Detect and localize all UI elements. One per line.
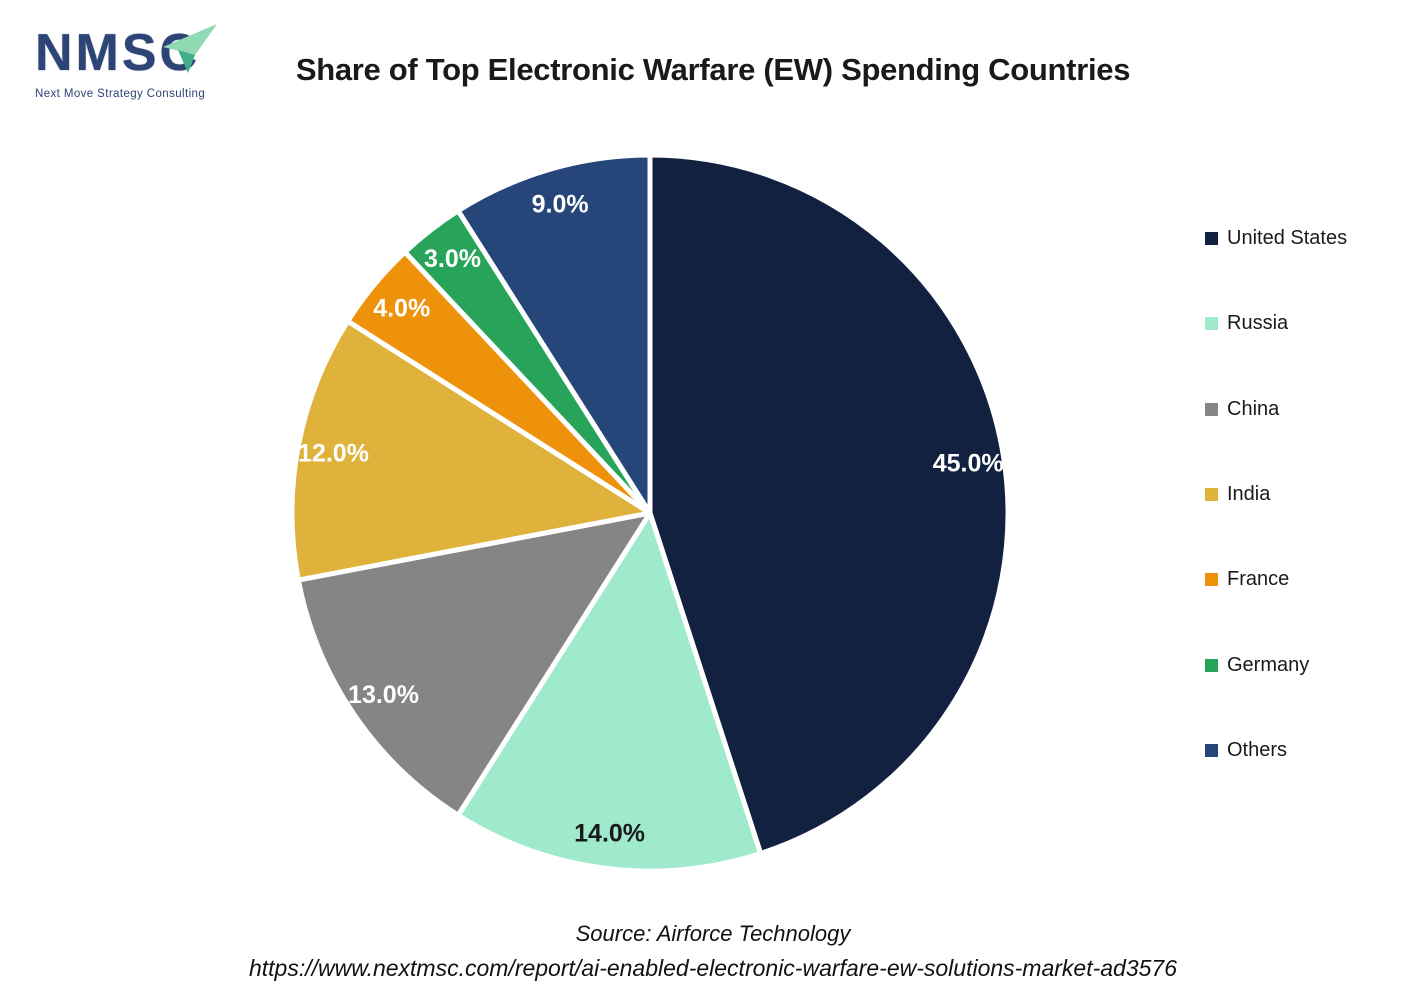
- legend-marker-france: [1205, 573, 1218, 587]
- legend-label-india: India: [1227, 483, 1271, 506]
- pie-slice-russia: [455, 510, 764, 874]
- legend-marker-china: [1205, 402, 1218, 416]
- slice-label-india: 12.0%: [298, 439, 369, 467]
- legend-label-china: China: [1227, 397, 1280, 420]
- pie-slice-china: [295, 510, 653, 818]
- slice-label-russia: 14.0%: [574, 819, 645, 847]
- nmsc-logo: NMSC Next Move Strategy Consulting: [35, 24, 235, 100]
- legend-label-france: France: [1227, 568, 1290, 591]
- legend-marker-russia: [1205, 317, 1218, 331]
- nmsc-logo-row: NMSC: [35, 24, 235, 86]
- legend-item-france: France: [1205, 537, 1415, 622]
- legend-item-united-states: United States: [1205, 196, 1415, 281]
- source-block: Source: Airforce Technology https://www.…: [0, 916, 1426, 986]
- slice-label-germany: 3.0%: [424, 245, 481, 273]
- legend-marker-united-states: [1205, 232, 1218, 246]
- slice-label-france: 4.0%: [373, 294, 430, 322]
- legend-marker-others: [1205, 743, 1218, 757]
- source-line-1: Source: Airforce Technology: [575, 921, 851, 946]
- pie-slice-others: [455, 152, 653, 516]
- chart-legend: United States Russia China India France Germa…: [1205, 196, 1415, 793]
- slice-label-others: 9.0%: [532, 190, 589, 218]
- legend-label-others: Others: [1227, 738, 1288, 761]
- pie-slice-india: [289, 318, 653, 583]
- nmsc-logo-acronym: NMSC: [35, 24, 201, 82]
- legend-item-china: China: [1205, 367, 1415, 452]
- legend-item-others: Others: [1205, 708, 1415, 793]
- legend-marker-india: [1205, 488, 1218, 502]
- chart-title: Share of Top Electronic Warfare (EW) Spe…: [295, 52, 1131, 87]
- slice-label-china: 13.0%: [348, 681, 419, 709]
- legend-item-india: India: [1205, 452, 1415, 537]
- slice-label-united-states: 45.0%: [933, 449, 1004, 477]
- legend-label-united-states: United States: [1227, 227, 1348, 250]
- legend-item-germany: Germany: [1205, 622, 1415, 707]
- logo-arrow-icon: [161, 22, 219, 81]
- legend-item-russia: Russia: [1205, 281, 1415, 366]
- pie-slice-united-states: [647, 152, 1011, 856]
- legend-label-germany: Germany: [1227, 653, 1310, 676]
- legend-label-russia: Russia: [1227, 312, 1289, 335]
- legend-marker-germany: [1205, 658, 1218, 672]
- source-line-2: https://www.nextmsc.com/report/ai-enable…: [248, 955, 1178, 981]
- nmsc-logo-tagline: Next Move Strategy Consulting: [35, 88, 206, 100]
